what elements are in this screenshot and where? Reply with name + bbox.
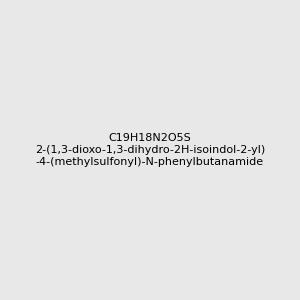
- Text: C19H18N2O5S
2-(1,3-dioxo-1,3-dihydro-2H-isoindol-2-yl)
-4-(methylsulfonyl)-N-phe: C19H18N2O5S 2-(1,3-dioxo-1,3-dihydro-2H-…: [35, 134, 265, 166]
